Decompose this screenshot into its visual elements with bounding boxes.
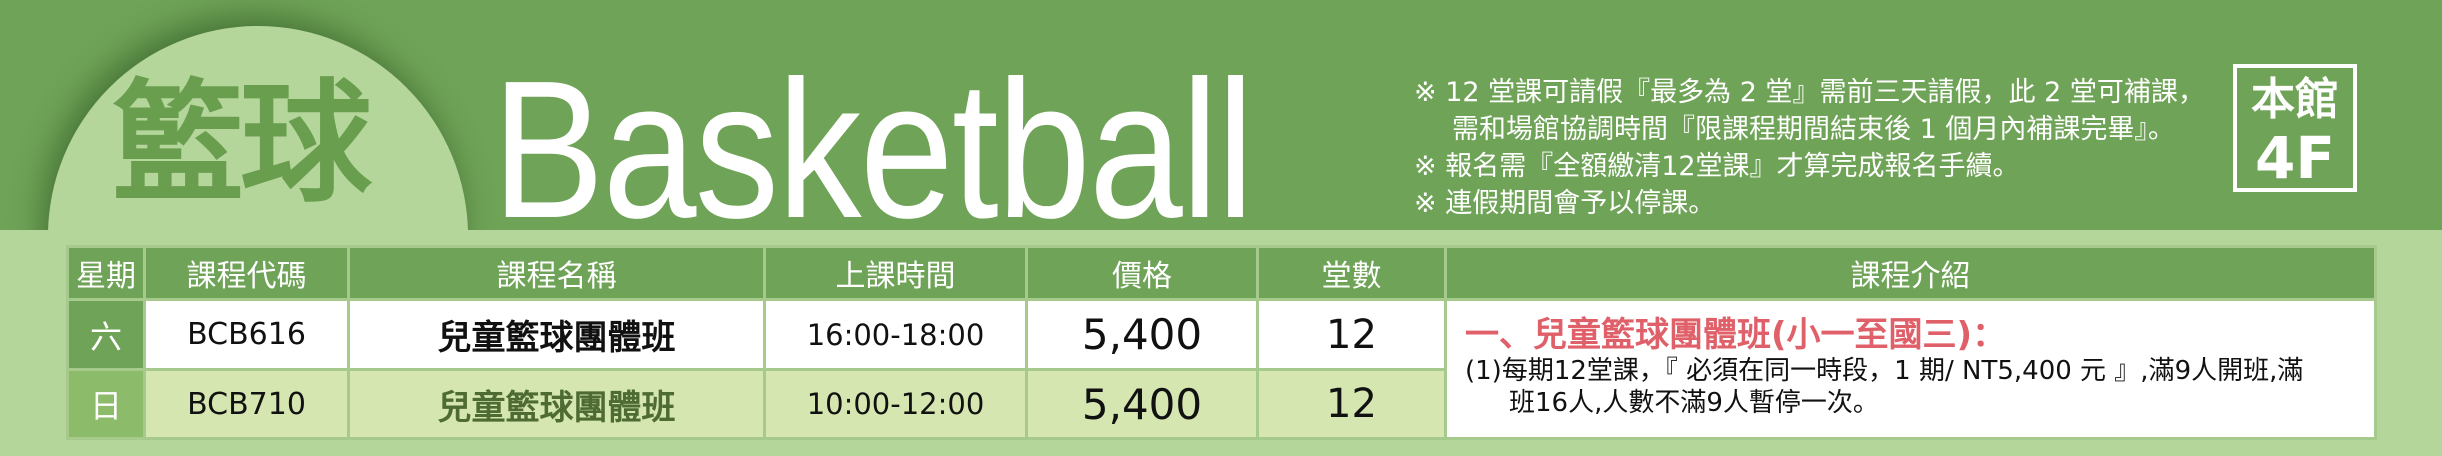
location-badge: 本館 4F <box>2233 64 2357 192</box>
notes: ※ 12 堂課可請假『最多為 2 堂』需前三天請假，此 2 堂可補課， 需和場館… <box>1414 74 2205 222</box>
price-cell: 5,400 <box>1025 368 1259 440</box>
note: ※ 連假期間會予以停課。 <box>1414 188 1716 219</box>
note: ※ 12 堂課可請假『最多為 2 堂』需前三天請假，此 2 堂可補課， <box>1414 77 2205 108</box>
table-row: 六 BCB616 兒童籃球團體班 16:00-18:00 5,400 12 一、… <box>66 298 2377 440</box>
table-row: 日 BCB710 兒童籃球團體班 10:00-12:00 5,400 12 <box>66 368 2376 440</box>
code-cell: BCB616 <box>143 298 350 371</box>
table-header: 星期 課程代碼 課程名稱 上課時間 價格 堂數 課程介紹 <box>66 245 2377 301</box>
day-cell: 六 <box>66 298 146 371</box>
location-floor: 4F <box>2255 124 2335 192</box>
intro-line: 班16人,人數不滿9人暫停一次。 <box>1509 388 1879 418</box>
code-cell: BCB710 <box>143 368 350 440</box>
count-cell: 12 <box>1256 298 1447 371</box>
intro-heading: 一、兒童籃球團體班(小一至國三)： <box>1465 315 2007 355</box>
intro-line: (1)每期12堂課，『 必須在同一時段，1 期/ NT5,400 元 』,滿9人… <box>1465 356 2304 386</box>
note: ※ 報名需『全額繳清12堂課』才算完成報名手續。 <box>1414 151 2020 182</box>
header-intro: 課程介紹 <box>1444 245 2377 301</box>
header-day: 星期 <box>66 245 146 301</box>
header-price: 價格 <box>1025 245 1259 301</box>
price-cell: 5,400 <box>1025 298 1259 371</box>
header-name: 課程名稱 <box>347 245 766 301</box>
title-english: Basketball <box>492 40 1254 259</box>
course-table: 星期 課程代碼 課程名稱 上課時間 價格 堂數 課程介紹 六 BCB616 兒童… <box>66 245 2377 440</box>
title-chinese: 籃球 <box>112 67 372 221</box>
location-building: 本館 <box>2251 74 2339 125</box>
note: 需和場館協調時間『限課程期間結束後 1 個月內補課完畢』。 <box>1452 114 2175 145</box>
time-cell: 10:00-12:00 <box>763 368 1028 440</box>
header-code: 課程代碼 <box>143 245 350 301</box>
day-cell: 日 <box>66 368 146 440</box>
name-cell: 兒童籃球團體班 <box>347 298 766 371</box>
header-count: 堂數 <box>1256 245 1447 301</box>
count-cell: 12 <box>1256 368 1447 440</box>
intro-cell: 一、兒童籃球團體班(小一至國三)： (1)每期12堂課，『 必須在同一時段，1 … <box>1444 298 2377 440</box>
time-cell: 16:00-18:00 <box>763 298 1028 371</box>
name-cell: 兒童籃球團體班 <box>347 368 766 440</box>
header-time: 上課時間 <box>763 245 1028 301</box>
